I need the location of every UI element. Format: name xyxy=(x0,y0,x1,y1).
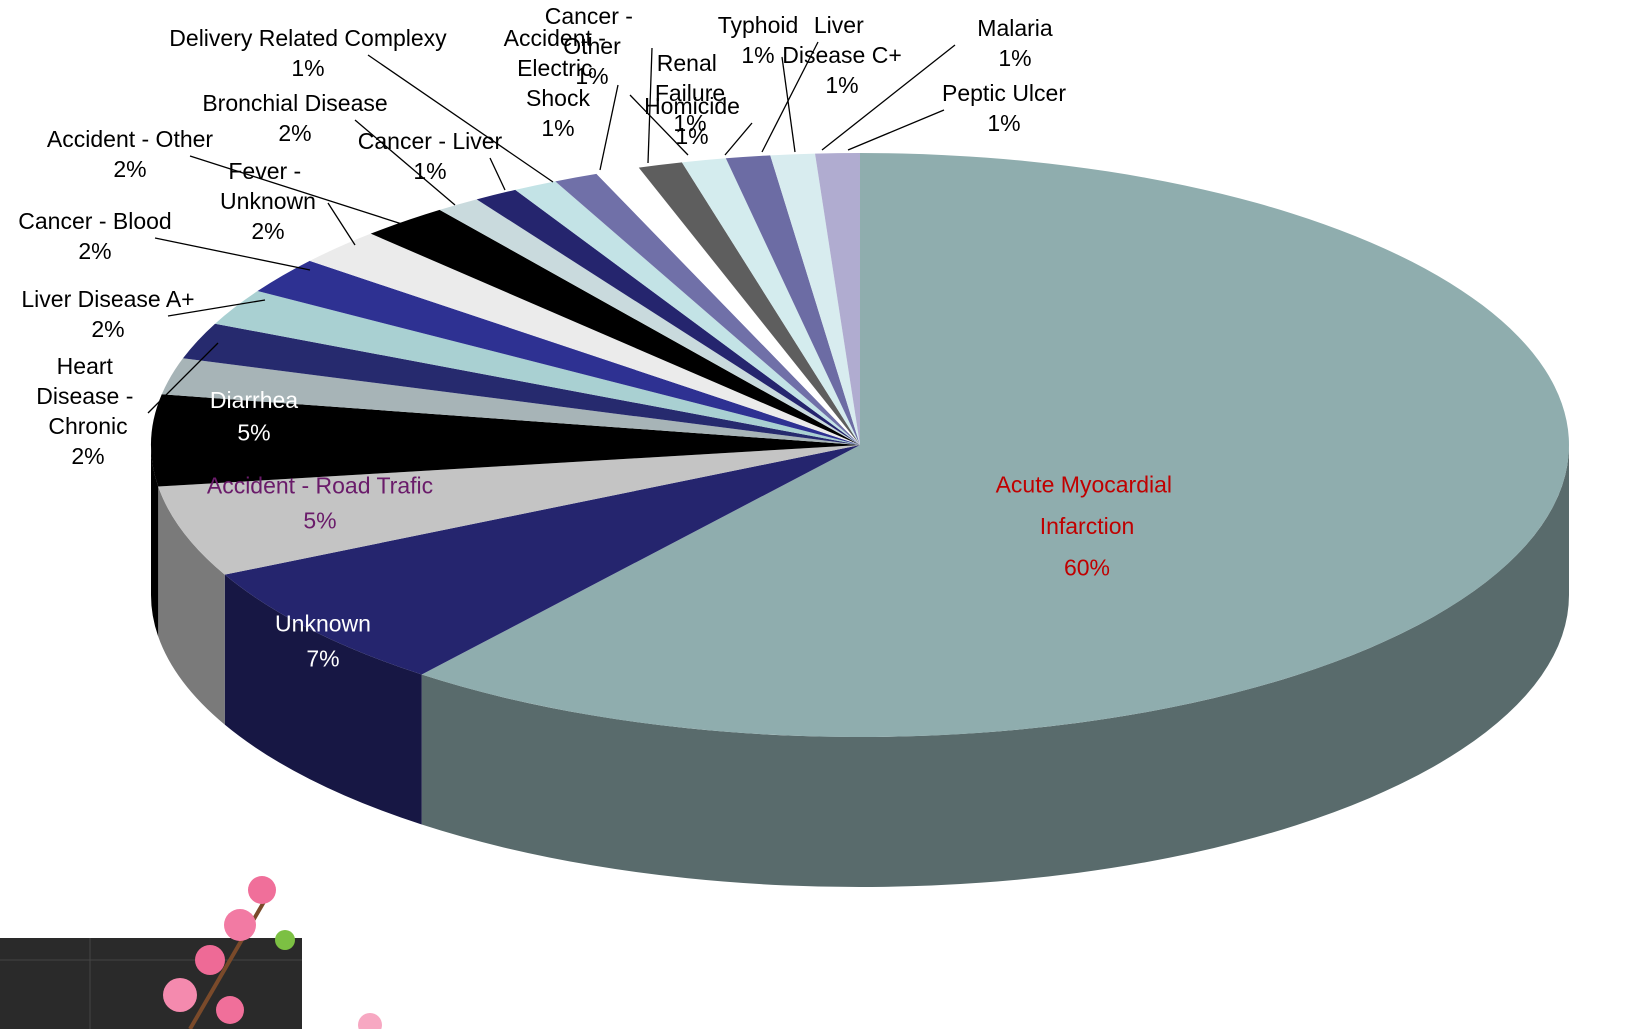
slice-label: Delivery Related Complexy xyxy=(169,25,447,51)
slice-label: Peptic Ulcer xyxy=(942,80,1066,106)
leader-line xyxy=(600,85,618,170)
slice-label: Cancer - Blood xyxy=(18,208,171,234)
value-label: 1% xyxy=(998,45,1031,71)
value-label: 60% xyxy=(1064,555,1110,581)
value-label: 1% xyxy=(575,63,608,89)
slice-label: Unknown xyxy=(275,611,371,637)
value-label: 5% xyxy=(303,508,336,534)
slice-label: Heart Disease - Chronic xyxy=(36,353,140,439)
value-label: 2% xyxy=(278,120,311,146)
value-label: 2% xyxy=(113,156,146,182)
slice-label: Accident - Other xyxy=(47,126,214,152)
value-label: 1% xyxy=(987,110,1020,136)
chart: Acute Myocardial Infarction60%Unknown7%A… xyxy=(0,0,1647,1029)
slice-label: Malaria xyxy=(977,15,1053,41)
value-label: 2% xyxy=(91,316,124,342)
value-label: 1% xyxy=(741,42,774,68)
slice-label: Liver Disease A+ xyxy=(21,286,194,312)
value-label: 1% xyxy=(825,72,858,98)
leader-line xyxy=(155,238,310,270)
decoration xyxy=(0,876,382,1029)
slice-label: Liver Disease C+ xyxy=(782,12,902,68)
slice-label: Diarrhea xyxy=(210,387,298,413)
value-label: 5% xyxy=(237,419,270,445)
value-label: 1% xyxy=(675,123,708,149)
value-label: 7% xyxy=(306,646,339,672)
value-label: 1% xyxy=(541,115,574,141)
value-label: 1% xyxy=(413,158,446,184)
page: {"chart_data": {"type": "pie", "categori… xyxy=(0,0,1647,1029)
value-label: 2% xyxy=(251,218,284,244)
value-label: 1% xyxy=(291,55,324,81)
slice-label: Fever - Unknown xyxy=(220,158,316,214)
value-label: 2% xyxy=(71,443,104,469)
leader-line xyxy=(725,123,752,155)
leader-line xyxy=(490,158,505,190)
slice-label: Typhoid xyxy=(718,12,799,38)
value-label: 2% xyxy=(78,238,111,264)
slice-label: Accident - Road Trafic xyxy=(207,473,433,499)
leader-line xyxy=(848,110,944,150)
slice-label: Bronchial Disease xyxy=(202,90,387,116)
slice-label: Homicide xyxy=(644,93,740,119)
leader-line xyxy=(328,203,355,245)
leader-line xyxy=(782,57,795,152)
